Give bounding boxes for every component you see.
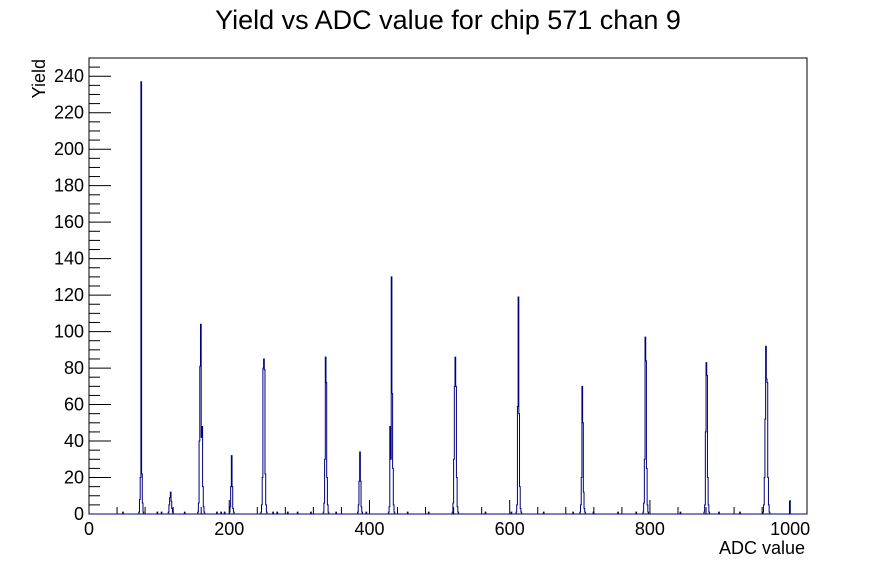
y-tick-label: 140 [54, 249, 84, 269]
y-tick-label: 200 [54, 139, 84, 159]
chart-title: Yield vs ADC value for chip 571 chan 9 [215, 5, 681, 35]
x-tick-label: 400 [354, 519, 384, 539]
x-tick-label: 0 [84, 519, 94, 539]
y-axis: 0 20 40 60 80 100 120 140 160 180 200 220 240 [54, 57, 111, 524]
y-tick-label: 120 [54, 285, 84, 305]
y-tick-label: 160 [54, 212, 84, 232]
x-axis: 0 200 400 600 800 1000 [84, 500, 810, 539]
x-tick-label: 800 [635, 519, 665, 539]
plot-frame [88, 57, 808, 515]
y-tick-label: 100 [54, 322, 84, 342]
histogram-series [89, 81, 807, 515]
y-tick-label: 20 [64, 468, 84, 488]
y-tick-label: 0 [74, 504, 84, 524]
y-tick-label: 180 [54, 176, 84, 196]
x-tick-label: 600 [495, 519, 525, 539]
y-tick-label: 220 [54, 103, 84, 123]
y-tick-label: 240 [54, 66, 84, 86]
y-tick-label: 80 [64, 358, 84, 378]
y-axis-label: Yield [29, 59, 49, 98]
y-tick-label: 40 [64, 431, 84, 451]
x-tick-label: 1000 [770, 519, 810, 539]
x-axis-label: ADC value [719, 538, 805, 558]
y-tick-label: 60 [64, 395, 84, 415]
x-tick-label: 200 [214, 519, 244, 539]
